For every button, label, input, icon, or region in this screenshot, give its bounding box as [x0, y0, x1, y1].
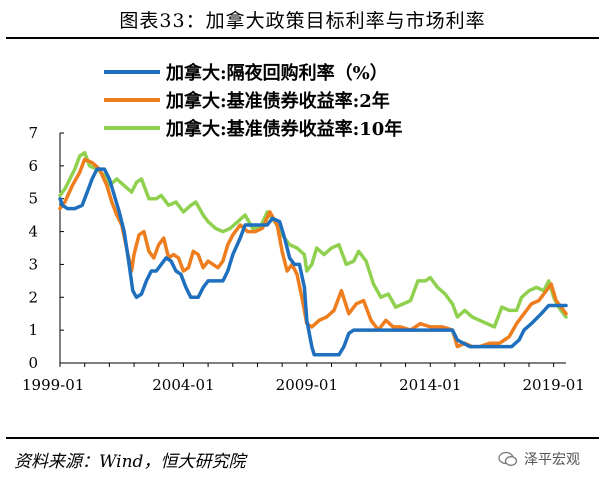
series-line-2 — [58, 150, 568, 329]
series-layer — [58, 150, 568, 357]
y-tick-label: 5 — [28, 190, 38, 208]
series-line-0 — [58, 167, 568, 357]
y-tick-label: 0 — [28, 354, 38, 372]
wechat-icon — [498, 451, 518, 466]
watermark-text: 泽平宏观 — [524, 452, 580, 468]
page-title: 图表33：加拿大政策目标利率与市场利率 — [119, 10, 486, 32]
y-tick-label: 4 — [28, 223, 38, 241]
watermark: 泽平宏观 — [498, 449, 580, 469]
legend-label-10y: 加拿大:基准债券收益率:10年 — [165, 118, 402, 140]
legend-label-overnight: 加拿大:隔夜回购利率（%） — [165, 62, 388, 84]
x-tick-label: 1999-01 — [22, 376, 84, 394]
y-tick-label: 3 — [28, 255, 38, 273]
x-tick-label: 2009-01 — [276, 376, 338, 394]
y-tick-label: 7 — [28, 124, 38, 142]
y-axis: 0 1 2 3 4 5 6 7 — [28, 124, 64, 372]
source-note: 资料来源：Wind，恒大研究院 — [14, 452, 246, 472]
y-tick-label: 1 — [28, 321, 38, 339]
legend: 加拿大:隔夜回购利率（%） 加拿大:基准债券收益率:2年 加拿大:基准债券收益率… — [104, 62, 402, 140]
x-tick-label: 2004-01 — [152, 376, 214, 394]
x-tick-label: 2014-01 — [399, 376, 461, 394]
y-tick-label: 6 — [28, 157, 38, 175]
title-underline — [6, 37, 599, 39]
footer-rule — [6, 437, 599, 439]
x-axis: 1999-01 2004-01 2009-01 2014-01 2019-01 — [22, 362, 585, 394]
y-tick-label: 2 — [28, 288, 38, 306]
legend-label-2y: 加拿大:基准债券收益率:2年 — [165, 90, 390, 112]
x-tick-label: 2019-01 — [522, 376, 584, 394]
line-chart: 加拿大:隔夜回购利率（%） 加拿大:基准债券收益率:2年 加拿大:基准债券收益率… — [22, 62, 585, 394]
